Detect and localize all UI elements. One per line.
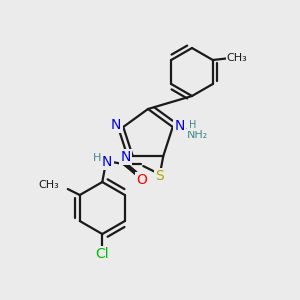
Text: N: N bbox=[121, 150, 131, 164]
Text: H: H bbox=[189, 120, 196, 130]
Text: S: S bbox=[155, 169, 164, 183]
Text: N: N bbox=[102, 155, 112, 169]
Text: O: O bbox=[136, 173, 147, 187]
Text: Cl: Cl bbox=[95, 247, 109, 261]
Text: CH₃: CH₃ bbox=[226, 53, 247, 63]
Text: H: H bbox=[93, 153, 101, 163]
Text: NH₂: NH₂ bbox=[187, 130, 208, 140]
Text: N: N bbox=[175, 119, 185, 133]
Text: CH₃: CH₃ bbox=[38, 180, 59, 190]
Text: N: N bbox=[111, 118, 122, 132]
